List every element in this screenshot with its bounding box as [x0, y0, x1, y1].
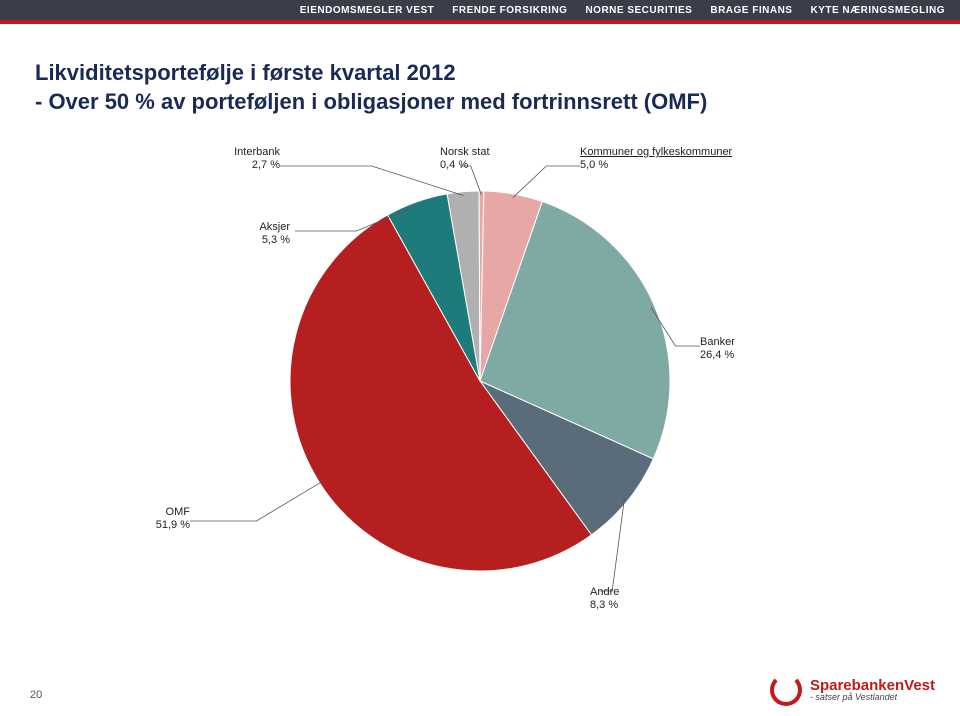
title-line-1: Likviditetsportefølje i første kvartal 2…: [35, 59, 925, 88]
brand-logo: SparebankenVest - satser på Vestlandet: [770, 674, 935, 706]
callout-value: 51,9 %: [130, 519, 190, 532]
logo-tagline: - satser på Vestlandet: [810, 693, 935, 702]
callout-value: 26,4 %: [700, 349, 735, 362]
callout-label: Aksjer: [230, 221, 290, 234]
callout-label: Norsk stat: [440, 146, 490, 159]
slide-title: Likviditetsportefølje i første kvartal 2…: [0, 24, 960, 126]
page-number: 20: [30, 689, 42, 701]
pie-chart: [285, 186, 675, 576]
callout-andre: Andre 8,3 %: [590, 586, 619, 612]
callout-label: Banker: [700, 336, 735, 349]
logo-name: SparebankenVest: [810, 678, 935, 693]
callout-kommuner: Kommuner og fylkeskommuner 5,0 %: [580, 146, 732, 172]
callout-banker: Banker 26,4 %: [700, 336, 735, 362]
callout-aksjer: Aksjer 5,3 %: [230, 221, 290, 247]
callout-label: Kommuner og fylkeskommuner: [580, 146, 732, 159]
nav-item: FRENDE FORSIKRING: [452, 5, 567, 16]
callout-value: 0,4 %: [440, 159, 490, 172]
callout-value: 5,0 %: [580, 159, 732, 172]
nav-item: NORNE SECURITIES: [585, 5, 692, 16]
callout-label: OMF: [130, 506, 190, 519]
top-nav-bar: EIENDOMSMEGLER VEST FRENDE FORSIKRING NO…: [0, 0, 960, 20]
callout-value: 8,3 %: [590, 599, 619, 612]
callout-omf: OMF 51,9 %: [130, 506, 190, 532]
logo-swirl-icon: [770, 674, 802, 706]
callout-interbank: Interbank 2,7 %: [190, 146, 280, 172]
callout-value: 5,3 %: [230, 234, 290, 247]
callout-label: Andre: [590, 586, 619, 599]
pie-chart-container: Interbank 2,7 % Norsk stat 0,4 % Kommune…: [0, 126, 960, 646]
title-line-2: - Over 50 % av porteføljen i obligasjone…: [35, 88, 925, 117]
callout-label: Interbank: [190, 146, 280, 159]
slide-footer: 20 SparebankenVest - satser på Vestlande…: [0, 666, 960, 716]
callout-value: 2,7 %: [190, 159, 280, 172]
nav-item: EIENDOMSMEGLER VEST: [300, 5, 435, 16]
nav-item: BRAGE FINANS: [710, 5, 792, 16]
nav-item: KYTE NÆRINGSMEGLING: [810, 5, 945, 16]
callout-norsk-stat: Norsk stat 0,4 %: [440, 146, 490, 172]
